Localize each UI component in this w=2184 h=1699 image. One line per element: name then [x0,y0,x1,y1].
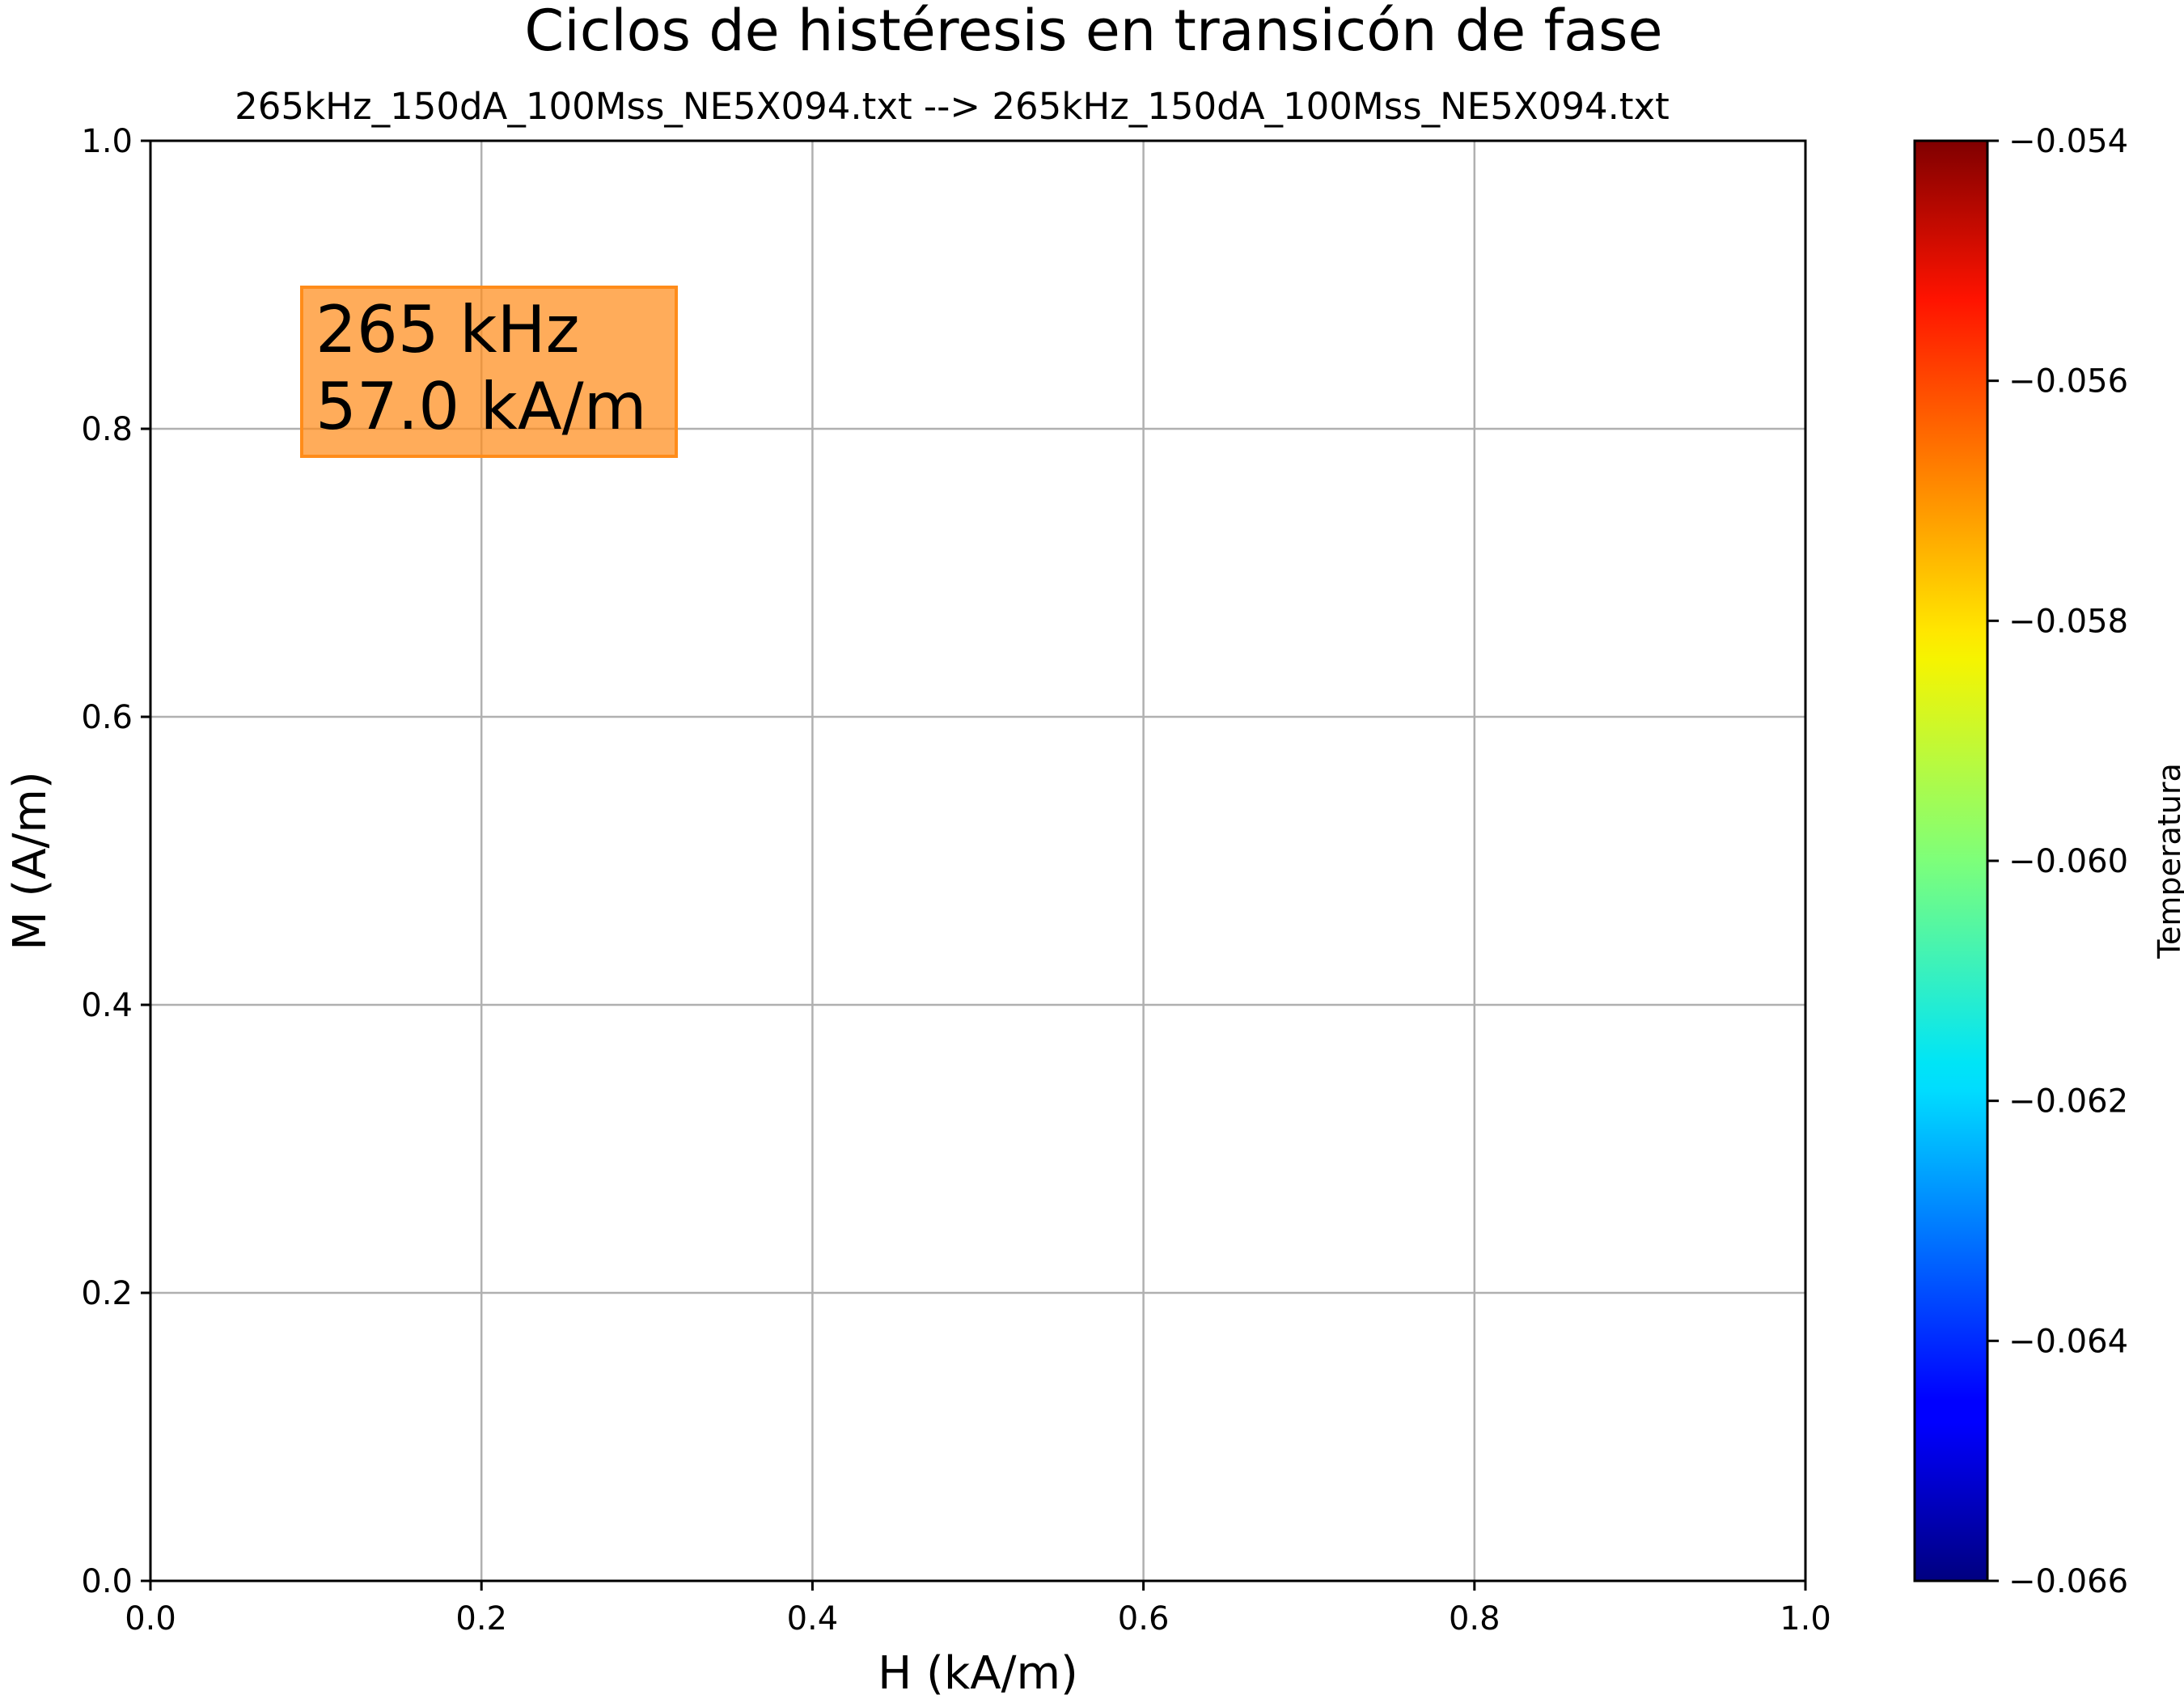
colorbar-tick-label: −0.064 [2008,1323,2128,1360]
colorbar-label: Temperatura [2152,763,2184,959]
annotation-frequency: 265 kHz [315,292,580,367]
plot-frame [149,139,1807,1582]
colorbar-tick-label: −0.062 [2008,1083,2128,1121]
x-axis-ticks: 0.0 0.2 0.4 0.6 0.8 1.0 [125,1581,1831,1638]
x-tick-label: 0.6 [1118,1600,1170,1638]
y-tick-label: 0.6 [81,699,133,736]
colorbar-gradient [1913,139,1989,1582]
y-tick-label: 0.0 [81,1563,133,1600]
chart-subtitle: 265kHz_150dA_100Mss_NE5X094.txt --> 265k… [235,85,1670,128]
x-tick-label: 0.2 [455,1600,507,1638]
y-axis-ticks: 0.0 0.2 0.4 0.6 0.8 1.0 [81,123,150,1600]
colorbar-tick-label: −0.054 [2008,123,2128,160]
y-tick-label: 0.2 [81,1275,133,1312]
annotation-box: 265 kHz 57.0 kA/m [300,286,678,458]
colorbar: −0.054 −0.056 −0.058 −0.060 −0.062 −0.064 −0.0… [1913,123,2184,1600]
chart-title: Ciclos de histéresis en transicón de fas… [524,0,1662,64]
colorbar-tick-label: −0.066 [2008,1563,2128,1600]
x-axis-label: H (kA/m) [878,1647,1078,1699]
colorbar-ticks: −0.054 −0.056 −0.058 −0.060 −0.062 −0.064 −0.0… [1987,123,2128,1600]
y-tick-label: 0.4 [81,987,133,1024]
annotation-background [300,286,678,458]
colorbar-tick-label: −0.058 [2008,603,2128,640]
y-tick-label: 0.8 [81,411,133,448]
y-axis-label: M (A/m) [4,771,57,951]
x-tick-label: 0.8 [1449,1600,1500,1638]
x-tick-label: 0.0 [125,1600,176,1638]
x-tick-label: 1.0 [1780,1600,1831,1638]
x-tick-label: 0.4 [787,1600,839,1638]
annotation-field: 57.0 kA/m [315,369,647,444]
colorbar-tick-label: −0.060 [2008,843,2128,880]
y-tick-label: 1.0 [81,123,133,160]
colorbar-tick-label: −0.056 [2008,363,2128,400]
